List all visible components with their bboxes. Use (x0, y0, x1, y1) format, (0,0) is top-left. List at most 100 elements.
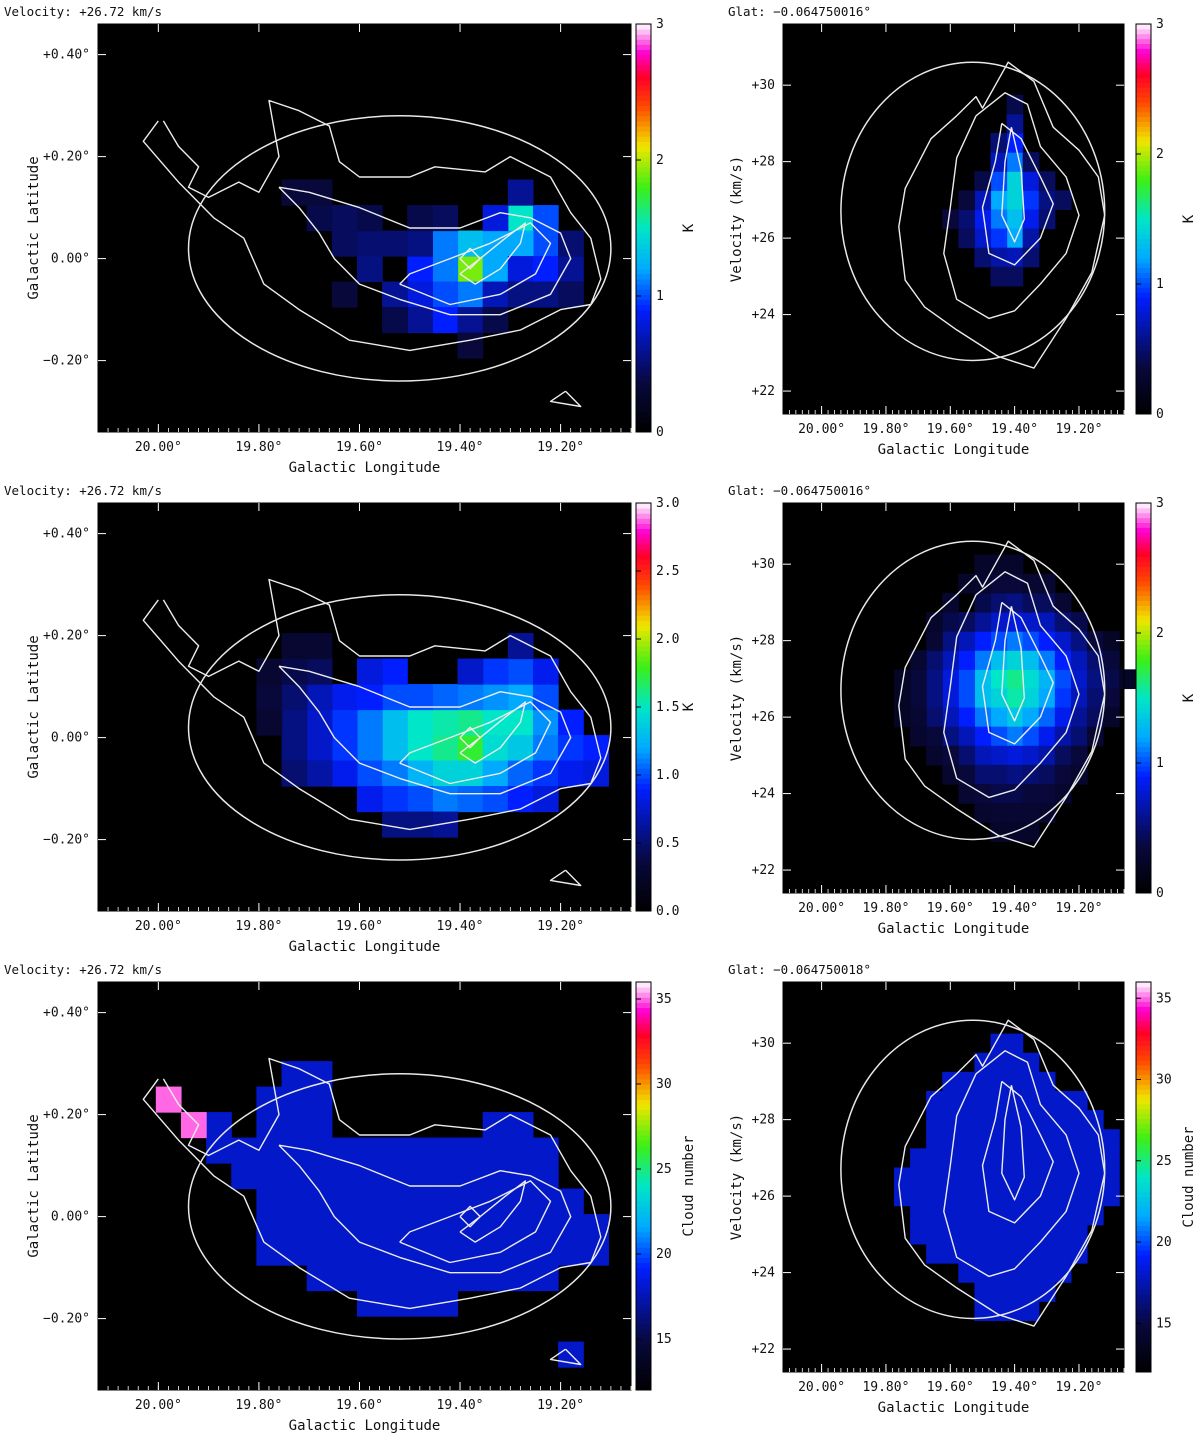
colorbar-step (636, 681, 651, 688)
cloud-cell (1087, 1186, 1104, 1207)
contour-line (943, 92, 1080, 320)
colorbar-step (1136, 63, 1151, 69)
colorbar-step (1136, 1308, 1151, 1314)
colorbar-step (1136, 409, 1151, 415)
heatmap-cell (974, 764, 992, 785)
heatmap-cell (1006, 688, 1024, 709)
cloud-cell (281, 1112, 308, 1139)
heatmap-cell (306, 735, 333, 762)
colorbar-step (1136, 370, 1151, 376)
heatmap-cell (974, 726, 992, 747)
cloud-cell (1006, 1282, 1024, 1302)
cloud-cell (990, 1033, 1008, 1054)
colorbar-step (1136, 1172, 1151, 1178)
heatmap-cell (382, 307, 408, 334)
colorbar-step (1136, 360, 1151, 366)
heatmap-cell (942, 611, 959, 632)
colorbar-step (636, 620, 651, 626)
heatmap-cell (990, 228, 1008, 249)
colorbar-step (1136, 311, 1151, 317)
colorbar-step (636, 1038, 651, 1044)
x-tick-label: 19.40° (991, 422, 1038, 437)
heatmap-cell (407, 256, 433, 283)
region-ellipse (840, 61, 1106, 362)
colorbar-tick-label: 3.0 (656, 496, 679, 511)
colorbar-step (1136, 771, 1151, 777)
colorbar-step (636, 870, 651, 876)
heatmap-cell (356, 760, 383, 787)
heatmap-cell (990, 631, 1008, 651)
cloud-cell (926, 1186, 943, 1207)
colorbar-step (1136, 301, 1151, 308)
x-tick-label: 19.60° (927, 1380, 974, 1395)
x-tick-label: 19.60° (927, 422, 974, 437)
colorbar-step (636, 1129, 651, 1136)
colorbar-frame (1135, 502, 1152, 894)
y-tick-label: +0.40° (43, 527, 90, 542)
colorbar-step (636, 381, 651, 387)
heatmap-cell (926, 650, 943, 670)
heatmap-cell (306, 633, 333, 660)
colorbar-step (1136, 189, 1151, 196)
colorbar-step (1136, 1240, 1151, 1246)
colorbar-step (636, 1216, 651, 1223)
heatmap-cell (382, 658, 408, 685)
colorbar-step (1136, 1167, 1151, 1173)
cloud-cell (382, 1137, 408, 1164)
panel-header: Glat: −0.064750016° (728, 483, 871, 498)
colorbar-step (1136, 82, 1151, 88)
cloud-cell (1006, 1263, 1024, 1283)
cloud-cell (1022, 1282, 1040, 1302)
heatmap-cell (507, 658, 534, 685)
colorbar-step (1136, 839, 1151, 845)
cloud-cell (1103, 1129, 1120, 1149)
heatmap-cell (558, 230, 584, 257)
region-ellipse (187, 1073, 612, 1340)
heatmap-cell (1038, 190, 1056, 211)
heatmap-cell (893, 688, 911, 709)
cloud-cell (958, 1090, 976, 1111)
colorbar-step (1136, 365, 1151, 371)
heatmap-cell (974, 209, 992, 230)
cloud-cell (306, 1086, 333, 1113)
y-tick-label: +0.20° (43, 150, 90, 165)
colorbar-tick-label: 35 (1156, 991, 1172, 1006)
cloud-cell (206, 1112, 232, 1139)
heatmap-cell (331, 709, 358, 736)
colorbar-step (1136, 858, 1151, 865)
colorbar-step (1136, 741, 1151, 748)
colorbar-step (1136, 1206, 1151, 1212)
y-tick-label: +24 (752, 308, 776, 323)
cloud-cell (382, 1214, 408, 1241)
colorbar-step (636, 783, 651, 790)
heatmap-cell (1054, 745, 1072, 766)
colorbar-step (1136, 996, 1151, 1002)
heatmap-cell (432, 684, 459, 711)
colorbar-step (1136, 766, 1151, 772)
colorbar-step (636, 136, 651, 142)
cloud-cell (1006, 1148, 1024, 1169)
heatmap-cell (1038, 669, 1056, 690)
cloud-cell (1054, 1129, 1072, 1149)
colorbar-step (636, 192, 651, 198)
colorbar-tick-label: 3 (656, 17, 664, 32)
colorbar-tick-label: 35 (656, 992, 672, 1007)
heatmap-cell (1087, 688, 1104, 709)
cloud-cell (1070, 1090, 1088, 1111)
cloud-cell (306, 1112, 333, 1139)
cloud-cell (1022, 1052, 1040, 1073)
heatmap-cell (958, 190, 976, 211)
colorbar-step (1136, 1333, 1151, 1339)
colorbar-step (636, 635, 651, 642)
colorbar-step (1136, 1113, 1151, 1119)
colorbar-step (636, 228, 651, 234)
heatmap-cell (926, 726, 943, 747)
colorbar-step (1136, 854, 1151, 860)
cloud-cell (990, 1186, 1008, 1207)
colorbar-step (1136, 141, 1151, 147)
colorbar-step (636, 1084, 651, 1090)
colorbar-step (1136, 199, 1151, 205)
colorbar-step (636, 248, 651, 254)
y-axis-title: Velocity (km/s) (729, 156, 745, 282)
